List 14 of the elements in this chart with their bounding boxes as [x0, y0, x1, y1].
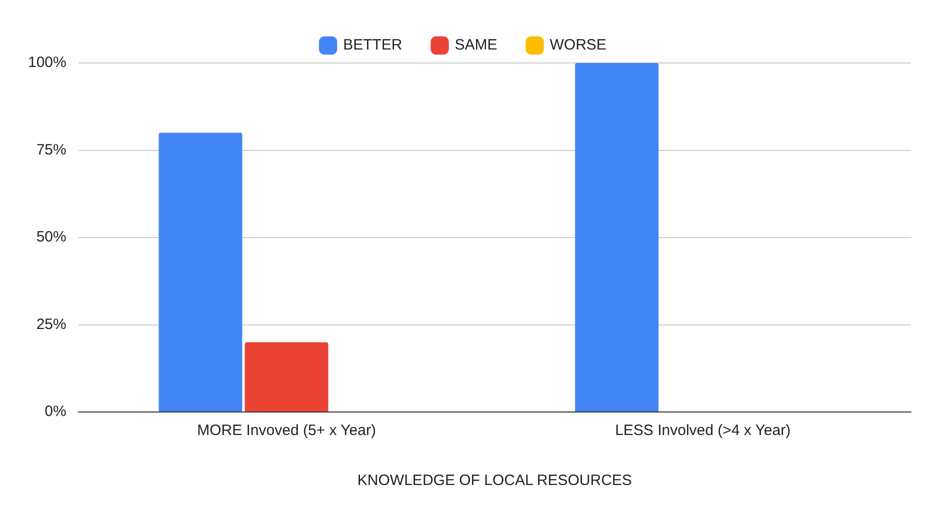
- y-tick-label: 25%: [36, 316, 66, 333]
- bar: [244, 342, 328, 412]
- y-tick-label: 0%: [44, 403, 66, 420]
- y-tick-label: 50%: [36, 228, 66, 246]
- x-axis-title: KNOWLEDGE OF LOCAL RESOURCES: [357, 472, 632, 490]
- legend-label: BETTER: [343, 36, 402, 54]
- x-tick-label: MORE Invoved (5+ x Year): [197, 422, 376, 440]
- legend-label: SAME: [454, 36, 498, 54]
- y-tick-label: 75%: [36, 141, 66, 158]
- legend-label: WORSE: [550, 36, 606, 54]
- bar: [575, 63, 659, 412]
- bar: [158, 132, 242, 412]
- x-tick-label: LESS Involved (>4 x Year): [615, 422, 791, 440]
- y-tick-label: 100%: [28, 54, 66, 72]
